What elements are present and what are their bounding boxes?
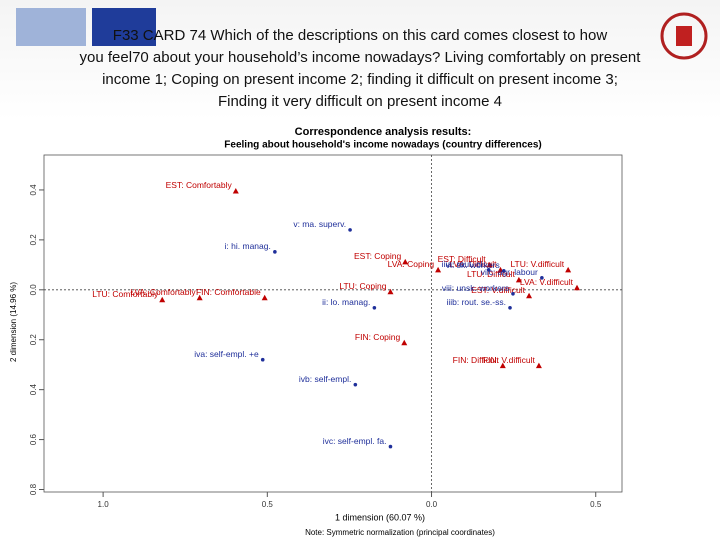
header-line: income 1; Coping on present income 2; fi… [102, 71, 618, 88]
point [501, 269, 506, 273]
point-label: EST: Coping [354, 251, 402, 261]
point-label: FIN: Difficult [453, 355, 500, 365]
x-axis-label: 1 dimension (60.07 %) [335, 512, 425, 522]
eu-flag [92, 8, 156, 46]
header-line: Finding it very difficult on present inc… [218, 93, 502, 110]
point [372, 305, 377, 310]
point-label: EST: Comfortably [166, 180, 233, 190]
point-label: LTU: Difficult [467, 269, 516, 279]
point [159, 296, 166, 303]
point-label: FIN: Comfortable [196, 287, 261, 297]
point-label: iiia: rout. cl. [442, 259, 485, 269]
point [526, 292, 533, 299]
y-axis-label: 2 dimension (14.96 %) [9, 282, 18, 362]
point-label: ivb: self-empl. [299, 374, 351, 384]
y-tick-label: 0.4 [29, 184, 38, 196]
x-tick-label: 0.5 [262, 500, 274, 509]
point-label: viic: agr. labour [481, 267, 538, 277]
point-label: viii: unsk. workers [442, 283, 509, 293]
y-tick-label: 0.2 [29, 234, 38, 246]
x-tick-label: 1.0 [98, 500, 110, 509]
point-label: LVA: Comfortably [130, 287, 196, 297]
point-label: vi: sk. workers [446, 260, 500, 270]
point [196, 294, 203, 301]
point [353, 382, 358, 387]
point-label: EST: Difficult [438, 254, 487, 264]
header-line: you feel70 about your household’s income… [80, 49, 642, 66]
point [565, 266, 572, 273]
chart-title: Correspondence analysis results: [295, 126, 472, 138]
point [387, 288, 394, 295]
point [388, 444, 393, 449]
point [435, 266, 442, 273]
y-tick-label: 0.6 [29, 433, 38, 445]
x-tick-label: 0.0 [426, 500, 438, 509]
x-tick-label: 0.5 [590, 500, 602, 509]
point [402, 258, 409, 265]
point [515, 276, 522, 283]
point-label: LVA: V.difficult [520, 277, 574, 287]
point [535, 362, 542, 369]
point-label: LTU: Comfortably [92, 289, 159, 299]
point [499, 362, 506, 369]
point [260, 357, 265, 362]
logo-shield [676, 26, 692, 46]
point-label: FIN: Coping [355, 332, 401, 342]
y-tick-label: 0.0 [29, 284, 38, 296]
point-label: ivc: self-empl. fa. [323, 436, 387, 446]
point [273, 250, 277, 254]
point-label: i: hi. manag. [225, 241, 271, 251]
logo-left [16, 8, 86, 46]
point [511, 291, 515, 296]
point-label: iva: self-empl. +e [194, 349, 259, 359]
point [508, 305, 512, 310]
logo-right [660, 12, 708, 60]
point [232, 187, 239, 194]
point-label: v: ma. superv. [293, 219, 346, 229]
point [348, 228, 352, 232]
note: Note: Symmetric normalization (principal… [305, 528, 495, 537]
header-line: F33 CARD 74 Which of the descriptions on… [113, 27, 608, 44]
y-tick-label: 0.4 [29, 384, 38, 396]
point [574, 284, 581, 291]
plot-frame [43, 154, 623, 493]
point [486, 261, 493, 268]
point-label: LVA: Difficult [449, 259, 497, 269]
point-label: LTU: V.difficult [510, 259, 564, 269]
point-label: LTU: Coping [339, 281, 386, 291]
point-label: EST: V.difficult [471, 285, 526, 295]
point-label: iiib: rout. se.-ss. [446, 297, 506, 307]
point [540, 276, 544, 280]
point-label: FIN: V.difficult [483, 355, 536, 365]
point [401, 339, 408, 346]
point [261, 294, 268, 301]
point-label: ii: lo. manag. [322, 297, 370, 307]
point [486, 268, 491, 272]
chart-subtitle: Feeling about household's income nowaday… [224, 140, 541, 151]
point-label: LVA: Coping [388, 259, 435, 269]
y-tick-label: 0.2 [29, 334, 38, 346]
y-tick-label: 0.8 [29, 483, 38, 495]
